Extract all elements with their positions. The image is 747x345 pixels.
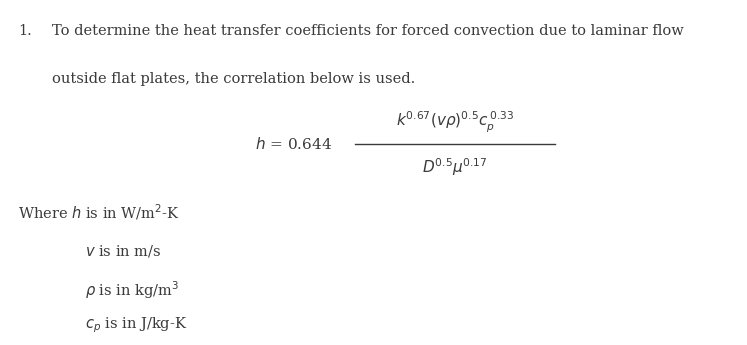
Text: $h$ = 0.644: $h$ = 0.644	[255, 136, 332, 152]
Text: 1.: 1.	[18, 24, 32, 38]
Text: outside flat plates, the correlation below is used.: outside flat plates, the correlation bel…	[52, 72, 415, 87]
Text: $\rho$ is in kg/m$^3$: $\rho$ is in kg/m$^3$	[85, 279, 179, 301]
Text: Where $h$ is in W/m$^2$-K: Where $h$ is in W/m$^2$-K	[18, 202, 180, 221]
Text: To determine the heat transfer coefficients for forced convection due to laminar: To determine the heat transfer coefficie…	[52, 24, 684, 38]
Text: $v$ is in m/s: $v$ is in m/s	[85, 243, 161, 259]
Text: $c_p$ is in J/kg-K: $c_p$ is in J/kg-K	[85, 316, 187, 335]
Text: $k^{0.67}(v\rho)^{0.5}c_p^{\,0.33}$: $k^{0.67}(v\rho)^{0.5}c_p^{\,0.33}$	[396, 110, 514, 135]
Text: $D^{0.5}\mu^{0.17}$: $D^{0.5}\mu^{0.17}$	[422, 157, 488, 178]
